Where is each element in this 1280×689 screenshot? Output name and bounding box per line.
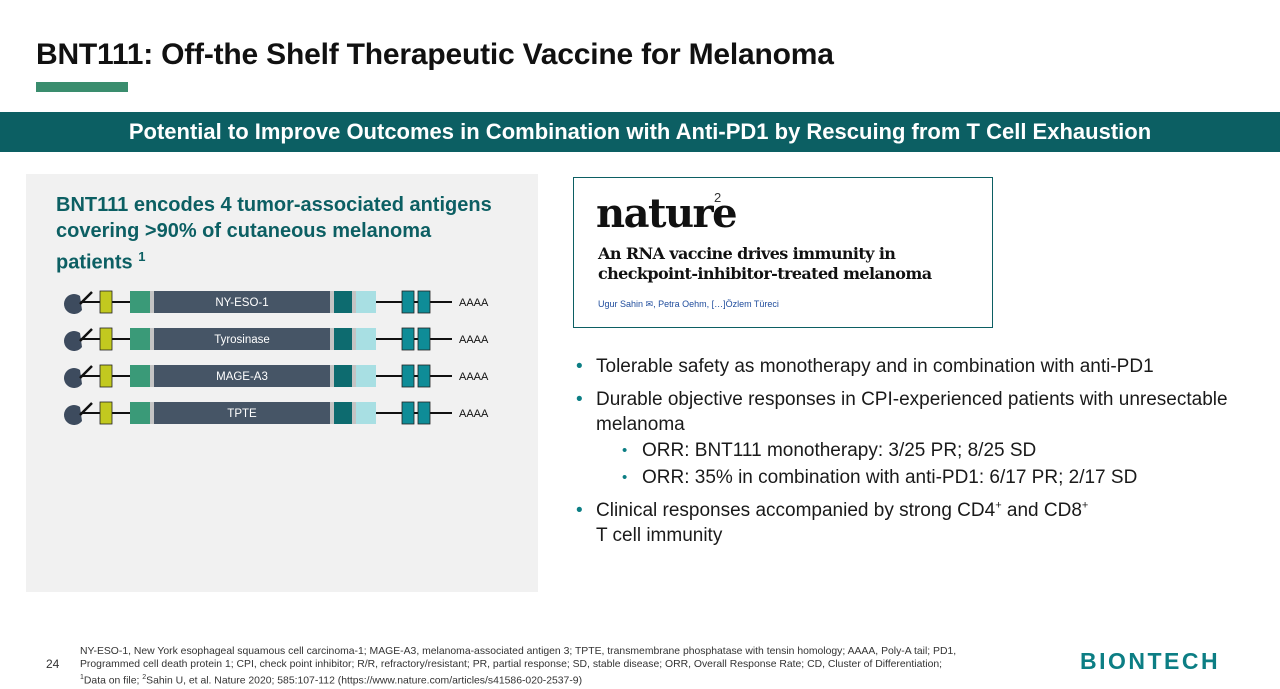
antigen-box	[154, 291, 330, 313]
tail-box	[417, 327, 431, 351]
nature-article-card: nature 2 An RNA vaccine drives immunity …	[573, 177, 993, 328]
separator-box	[330, 328, 334, 350]
utr3-box	[356, 365, 376, 387]
mitd-box	[334, 365, 352, 387]
footnote-line-1: NY-ESO-1, New York esophageal squamous c…	[80, 646, 957, 657]
sub-bullet-combination: ORR: 35% in combination with anti-PD1: 6…	[574, 465, 1264, 490]
page-number: 24	[46, 657, 60, 671]
signal-box	[130, 328, 150, 350]
separator-box	[352, 365, 356, 387]
utr3-box	[356, 291, 376, 313]
separator-box	[352, 402, 356, 424]
separator-box	[330, 402, 334, 424]
mitd-box	[334, 291, 352, 313]
poly-a-label: AAAA	[459, 408, 489, 420]
separator-box	[330, 365, 334, 387]
footnote-line-3: 1Data on file; 2Sahin U, et al. Nature 2…	[80, 671, 1040, 687]
antigen-label: TPTE	[227, 408, 257, 420]
footnote-part-1: Data on file;	[83, 675, 143, 687]
tail-box	[401, 364, 415, 388]
utr5-box	[99, 290, 113, 314]
sub-bullet-monotherapy: ORR: BNT111 monotherapy: 3/25 PR; 8/25 S…	[574, 438, 1264, 463]
antigen-label: Tyrosinase	[214, 334, 270, 346]
antigen-box	[154, 402, 330, 424]
poly-a-label: AAAA	[459, 297, 489, 309]
utr5-box	[99, 327, 113, 351]
bullet-immunity-part2: and CD8	[1001, 500, 1082, 521]
signal-box	[130, 291, 150, 313]
antigen-label: MAGE-A3	[216, 371, 268, 383]
separator-box	[150, 291, 154, 313]
bullet-immunity: Clinical responses accompanied by strong…	[574, 498, 1264, 548]
panel-heading: BNT111 encodes 4 tumor-associated antige…	[56, 192, 496, 276]
footnote-part-2: Sahin U, et al. Nature 2020; 585:107-112…	[146, 675, 583, 687]
signal-box	[130, 402, 150, 424]
utr5-box	[99, 364, 113, 388]
title-accent-bar	[36, 82, 128, 92]
antigen-panel: BNT111 encodes 4 tumor-associated antige…	[26, 174, 538, 592]
separator-box	[352, 291, 356, 313]
biontech-logo: BIONTECH	[1080, 648, 1221, 674]
antigen-label: NY-ESO-1	[215, 297, 268, 309]
cd8-sup: +	[1081, 499, 1089, 512]
panel-heading-ref: 1	[138, 249, 146, 264]
antigen-box	[154, 328, 330, 350]
cap-stem	[79, 328, 93, 342]
footnote-line-2: Programmed cell death protein 1; CPI, ch…	[80, 659, 943, 670]
utr3-box	[356, 402, 376, 424]
poly-a-label: AAAA	[459, 371, 489, 383]
tail-box	[401, 290, 415, 314]
tail-box	[401, 401, 415, 425]
nature-logo: nature	[596, 190, 738, 237]
signal-box	[130, 365, 150, 387]
banner: Potential to Improve Outcomes in Combina…	[0, 112, 1280, 152]
cap-stem	[79, 402, 93, 416]
cap-shape	[64, 368, 82, 388]
bullet-responses: Durable objective responses in CPI-exper…	[574, 387, 1264, 437]
separator-box	[150, 328, 154, 350]
nature-authors: Ugur Sahin ✉, Petra Oehm, […]Özlem Türec…	[598, 299, 779, 309]
mitd-box	[334, 402, 352, 424]
separator-box	[330, 291, 334, 313]
utr5-box	[99, 401, 113, 425]
bullet-immunity-part3: T cell immunity	[596, 525, 723, 546]
footnote-ref-1: 1	[80, 674, 84, 681]
cap-shape	[64, 294, 82, 314]
mitd-box	[334, 328, 352, 350]
rna-constructs-diagram: NY-ESO-1 AAAA Tyrosinase AAAA MAGE-A3 AAAA TPT…	[64, 290, 489, 425]
tail-box	[417, 364, 431, 388]
tail-box	[417, 401, 431, 425]
cap-shape	[64, 331, 82, 351]
cap-stem	[79, 291, 93, 305]
footnote: NY-ESO-1, New York esophageal squamous c…	[80, 645, 1040, 687]
bullet-immunity-part1: Clinical responses accompanied by strong…	[596, 500, 996, 521]
antigen-box	[154, 365, 330, 387]
cap-stem	[79, 365, 93, 379]
key-points: Tolerable safety as monotherapy and in c…	[574, 354, 1264, 556]
tail-box	[417, 290, 431, 314]
nature-headline: An RNA vaccine drives immunity in checkp…	[598, 244, 932, 283]
poly-a-label: AAAA	[459, 334, 489, 346]
footnote-ref-2: 2	[142, 674, 147, 681]
separator-box	[150, 402, 154, 424]
utr3-box	[356, 328, 376, 350]
cd4-sup: +	[995, 499, 1002, 512]
tail-box	[401, 327, 415, 351]
panel-heading-text: BNT111 encodes 4 tumor-associated antige…	[56, 194, 492, 274]
nature-ref: 2	[714, 190, 722, 205]
separator-box	[352, 328, 356, 350]
bullet-safety: Tolerable safety as monotherapy and in c…	[574, 354, 1264, 379]
separator-box	[150, 365, 154, 387]
slide-title: BNT111: Off-the Shelf Therapeutic Vaccin…	[36, 38, 834, 71]
cap-shape	[64, 405, 82, 425]
response-sub-list: ORR: BNT111 monotherapy: 3/25 PR; 8/25 S…	[574, 438, 1264, 490]
